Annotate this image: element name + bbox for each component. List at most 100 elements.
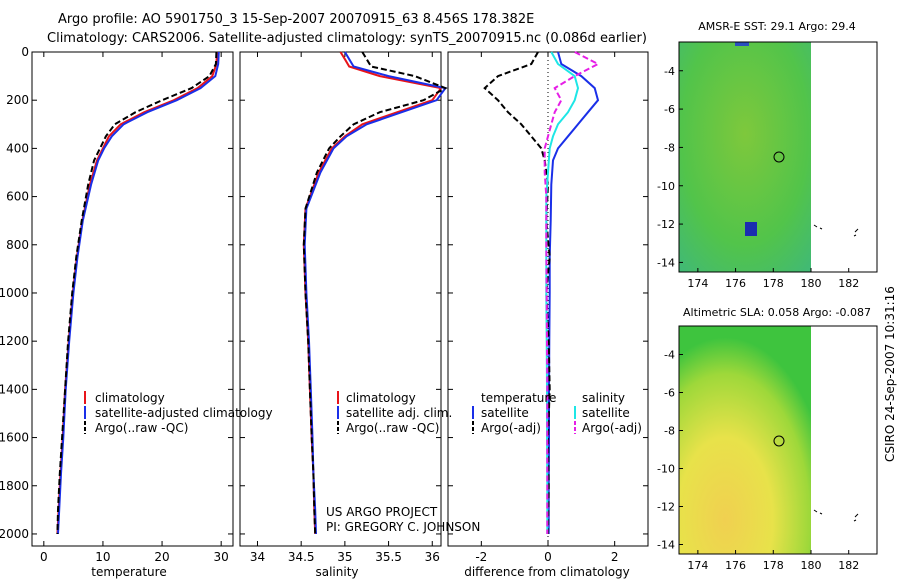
- x-tick-label: 34: [250, 550, 265, 564]
- map-y-tick-label: -10: [657, 180, 675, 193]
- sla-field: [679, 326, 811, 554]
- difference-xlabel: difference from climatology: [464, 565, 630, 579]
- map-x-tick-label: 182: [838, 559, 859, 572]
- sst-map-axes: [678, 41, 878, 273]
- x-tick-label: 0: [40, 550, 48, 564]
- legend-label: satellite: [582, 406, 630, 420]
- sla-argo-marker: [773, 435, 785, 447]
- legend-label: climatology: [95, 391, 165, 405]
- legend-title-temperature: temperature: [481, 391, 556, 405]
- y-tick-label: 400: [6, 141, 29, 155]
- sla-map-title: Altimetric SLA: 0.058 Argo: -0.087: [683, 306, 871, 319]
- temperature-xlabel: temperature: [91, 565, 166, 579]
- series-line: [547, 51, 600, 534]
- difference-legend: temperature satellite Argo(-adj) salinit…: [472, 391, 642, 435]
- legend-title-salinity: salinity: [582, 391, 625, 405]
- x-tick-label: 36: [425, 550, 440, 564]
- x-tick-label: 30: [214, 550, 229, 564]
- x-tick-label: 2: [611, 550, 619, 564]
- salinity-axes: [239, 51, 442, 547]
- x-tick-label: -2: [475, 550, 487, 564]
- y-tick-label: 200: [6, 93, 29, 107]
- y-tick-label: 800: [6, 238, 29, 252]
- salinity-plot: 34 34.5 35 35.5 36: [240, 51, 448, 564]
- map-y-tick-label: -14: [657, 539, 675, 552]
- y-tick-label: 1400: [0, 382, 29, 396]
- x-tick-label: 10: [95, 550, 110, 564]
- map-x-tick-label: 178: [763, 277, 784, 290]
- sla-map: [678, 325, 878, 555]
- x-tick-label: 35: [337, 550, 352, 564]
- map-y-tick-label: -6: [664, 387, 675, 400]
- map-x-tick-label: 174: [687, 277, 708, 290]
- y-tick-label: 1200: [0, 334, 29, 348]
- series-line: [483, 51, 551, 535]
- series-line: [302, 51, 443, 535]
- credit-line2: PI: GREGORY C. JOHNSON: [326, 520, 480, 534]
- legend-label: Argo(-adj): [481, 421, 541, 435]
- islands: [813, 224, 859, 237]
- y-tick-label: 1800: [0, 479, 29, 493]
- temperature-plot: 0 10 20 30 0 200 400 600 800 1000 1200 1400 1600 1800…: [0, 45, 233, 564]
- y-tick-label: 1600: [0, 431, 29, 445]
- sst-map-title: AMSR-E SST: 29.1 Argo: 29.4: [698, 20, 856, 33]
- map-y-tick-label: -4: [664, 65, 675, 78]
- map-y-tick-label: -12: [657, 218, 675, 231]
- y-tick-label: 0: [21, 45, 29, 59]
- series-line: [303, 51, 448, 535]
- sst-map-ticks: 174 176 178 180 182 -4 -6 -8 -10 -12 -14: [657, 65, 859, 290]
- x-tick-label: 20: [154, 550, 169, 564]
- legend-label: Argo(..raw -QC): [346, 421, 439, 435]
- y-tick-label: 600: [6, 190, 29, 204]
- legend-label: Argo(-adj): [582, 421, 642, 435]
- map-y-tick-label: -6: [664, 103, 675, 116]
- map-x-tick-label: 176: [725, 277, 746, 290]
- map-y-tick-label: -10: [657, 463, 675, 476]
- map-x-tick-label: 174: [687, 559, 708, 572]
- series-line: [57, 51, 220, 535]
- series-line: [56, 51, 218, 535]
- sst-cold-patch: [745, 222, 757, 236]
- x-tick-label: 34.5: [288, 550, 315, 564]
- sla-map-axes: [678, 325, 878, 555]
- map-x-tick-label: 180: [801, 559, 822, 572]
- header-line1: Argo profile: AO 5901750_3 15-Sep-2007 2…: [58, 12, 534, 27]
- y-tick-label: 2000: [0, 527, 29, 541]
- map-x-tick-label: 178: [763, 559, 784, 572]
- sst-cold-patch: [735, 42, 749, 46]
- map-y-tick-label: -8: [664, 425, 675, 438]
- side-timestamp: CSIRO 24-Sep-2007 10:31:16: [883, 286, 897, 462]
- x-tick-label: 0: [544, 550, 552, 564]
- sst-argo-marker: [773, 151, 785, 163]
- legend-label: climatology: [346, 391, 416, 405]
- map-x-tick-label: 180: [801, 277, 822, 290]
- legend-label: satellite-adjusted climatology: [95, 406, 273, 420]
- map-y-tick-label: -8: [664, 141, 675, 154]
- sst-field: [679, 42, 811, 272]
- series-line: [302, 51, 448, 535]
- x-tick-label: 35.5: [375, 550, 402, 564]
- sst-map: [678, 41, 878, 273]
- islands: [813, 509, 859, 522]
- sla-map-ticks: 174 176 178 180 182 -4 -6 -8 -10 -12 -14: [657, 349, 859, 573]
- series-line: [543, 51, 601, 534]
- legend-label: satellite: [481, 406, 529, 420]
- map-y-tick-label: -4: [664, 349, 675, 362]
- temperature-legend: climatology satellite-adjusted climatolo…: [84, 391, 273, 435]
- y-tick-label: 1000: [0, 286, 29, 300]
- map-x-tick-label: 182: [838, 277, 859, 290]
- salinity-xlabel: salinity: [315, 565, 358, 579]
- header-line2: Climatology: CARS2006. Satellite-adjuste…: [47, 31, 647, 46]
- map-y-tick-label: -12: [657, 501, 675, 514]
- series-line: [56, 51, 218, 535]
- salinity-legend: climatology satellite adj. clim. Argo(..…: [337, 391, 452, 435]
- difference-plot: -2 0 2: [448, 51, 648, 564]
- legend-label: satellite adj. clim.: [346, 406, 452, 420]
- temperature-axes: [31, 51, 234, 547]
- credit-line1: US ARGO PROJECT: [326, 505, 438, 519]
- map-y-tick-label: -14: [657, 256, 675, 269]
- series-line: [545, 51, 580, 534]
- legend-label: Argo(..raw -QC): [95, 421, 188, 435]
- map-x-tick-label: 176: [725, 559, 746, 572]
